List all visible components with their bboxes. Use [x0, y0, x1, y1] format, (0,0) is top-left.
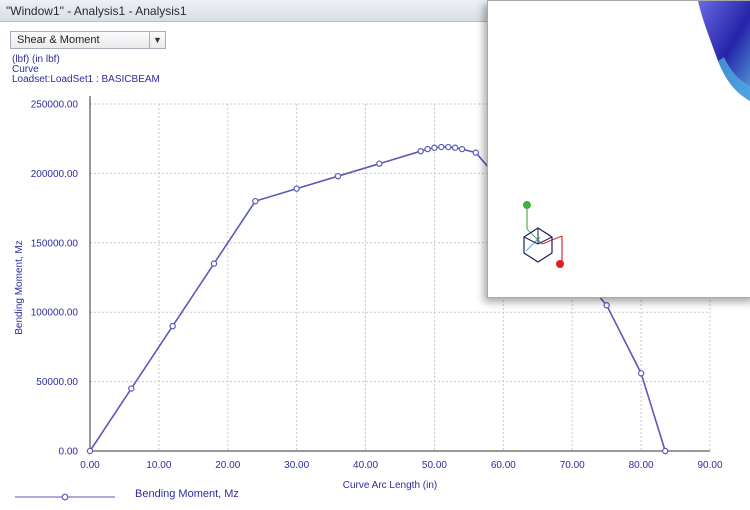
- type-label: Curve: [12, 64, 39, 75]
- data-point: [128, 385, 135, 392]
- axes: [89, 96, 710, 452]
- tick-labels: 0.00 10.00 20.00 30.00 40.00 50.00 60.00 70.00 8…: [31, 100, 723, 472]
- data-point: [417, 147, 424, 155]
- legend-label: Bending Moment, Mz: [135, 488, 239, 500]
- y-tick-label: 50000.00: [36, 377, 78, 388]
- result-type-dropdown[interactable]: Shear & Moment ▼: [10, 31, 166, 49]
- x-tick-label: 60.00: [491, 460, 516, 471]
- data-point: [424, 145, 431, 153]
- data-point: [252, 197, 259, 205]
- y-tick-label: 0.00: [59, 447, 79, 458]
- y-axis-label: Bending Moment, Mz: [14, 240, 25, 335]
- data-point: [334, 172, 342, 180]
- data-point: [376, 160, 383, 167]
- y-tick-label: 200000.00: [31, 169, 79, 180]
- data-point: [472, 149, 479, 156]
- data-point: [603, 302, 610, 309]
- data-point: [86, 447, 94, 455]
- data-point: [662, 447, 669, 455]
- beam-model-shape[interactable]: [698, 1, 750, 101]
- model-viewport[interactable]: [487, 0, 750, 298]
- data-point: [293, 185, 300, 192]
- plot-info: (lbf) (in lbf) Curve Loadset:LoadSet1 : …: [12, 55, 160, 85]
- x-tick-label: 20.00: [215, 460, 240, 471]
- y-tick-label: 250000.00: [31, 100, 79, 111]
- x-tick-label: 50.00: [422, 460, 447, 471]
- x-tick-label: 70.00: [560, 460, 585, 471]
- x-tick-label: 90.00: [697, 460, 722, 471]
- x-tick-label: 30.00: [284, 460, 309, 471]
- x-tick-label: 0.00: [80, 460, 100, 471]
- loadset-label: Loadset:LoadSet1 : BASICBEAM: [12, 74, 160, 85]
- legend-marker: [61, 493, 69, 501]
- x-tick-label: 10.00: [146, 460, 171, 471]
- x-tick-label: 40.00: [353, 460, 378, 471]
- data-point: [637, 370, 645, 377]
- x-axis-label: Curve Arc Length (in): [343, 480, 438, 491]
- viewport-canvas: [523, 1, 750, 268]
- units-label: (lbf) (in lbf): [12, 54, 60, 65]
- dropdown-value: Shear & Moment: [17, 34, 100, 46]
- data-point: [431, 144, 438, 151]
- x-tick-label: 80.00: [629, 460, 654, 471]
- data-point: [451, 144, 459, 151]
- series-group: [86, 143, 669, 455]
- data-point: [445, 143, 452, 151]
- window-title: "Window1" - Analysis1 - Analysis1: [6, 4, 187, 18]
- data-point: [458, 145, 466, 153]
- axis-triad-icon: [523, 201, 564, 268]
- y-tick-label: 100000.00: [31, 308, 79, 319]
- data-point: [210, 260, 218, 267]
- legend-swatch: [15, 493, 115, 501]
- data-point: [169, 322, 176, 330]
- data-point: [438, 143, 445, 151]
- chevron-down-icon[interactable]: ▼: [149, 32, 165, 48]
- y-tick-label: 150000.00: [31, 238, 79, 249]
